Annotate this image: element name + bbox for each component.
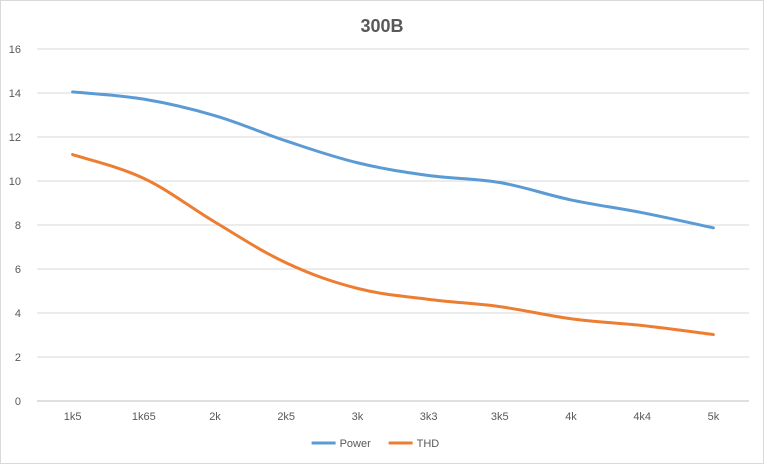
chart-title: 300B — [360, 16, 403, 36]
x-tick-label: 1k5 — [64, 411, 82, 423]
x-tick-label: 3k5 — [491, 411, 509, 423]
y-tick-label: 12 — [9, 132, 21, 144]
legend-item-power: Power — [311, 438, 372, 450]
y-tick-label: 6 — [15, 264, 21, 276]
legend-label: THD — [417, 438, 440, 450]
series-line-thd — [71, 153, 715, 337]
x-tick-label: 5k — [708, 411, 720, 423]
y-tick-label: 8 — [15, 220, 21, 232]
series-lines — [71, 90, 715, 337]
y-tick-label: 0 — [15, 396, 21, 408]
legend: Power THD — [311, 438, 440, 450]
x-tick-label: 4k4 — [633, 411, 651, 423]
y-tick-label: 2 — [15, 352, 21, 364]
x-tick-label: 2k — [209, 411, 221, 423]
gridlines — [37, 48, 749, 402]
y-tick-label: 4 — [15, 308, 21, 320]
x-tick-label: 4k — [565, 411, 577, 423]
y-tick-label: 16 — [9, 44, 21, 56]
y-tick-label: 14 — [9, 88, 21, 100]
x-tick-label: 1k65 — [132, 411, 156, 423]
x-tick-label: 3k — [352, 411, 364, 423]
y-tick-label: 10 — [9, 176, 21, 188]
legend-label: Power — [340, 438, 372, 450]
axes: 0 2 4 6 8 10 12 14 16 1k5 1k65 2k 2k5 3k 3k3 3k5 4k 4k4 5k — [9, 44, 720, 423]
legend-item-thd: THD — [388, 438, 440, 450]
x-tick-label: 2k5 — [277, 411, 295, 423]
series-line-power — [71, 90, 715, 230]
x-tick-label: 3k3 — [420, 411, 438, 423]
